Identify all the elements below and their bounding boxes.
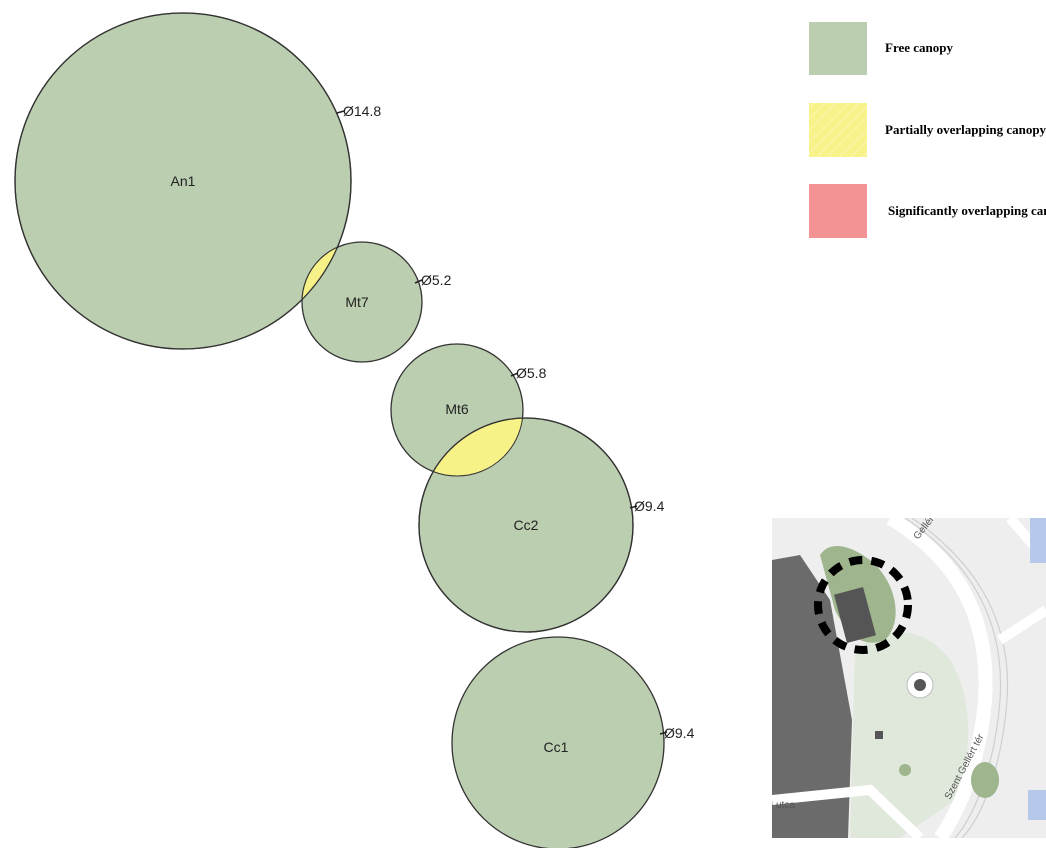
legend-label-significant: Significantly overlapping canopy xyxy=(888,203,1046,218)
canopy-mt7 xyxy=(301,241,423,363)
map-label-bottom: utca xyxy=(776,800,795,811)
legend-swatch-significant xyxy=(809,184,867,238)
tree-label-an1: An1 xyxy=(171,173,196,189)
legend-swatch-free xyxy=(809,22,867,75)
legend-swatch-partial xyxy=(809,103,867,157)
tree-label-mt6: Mt6 xyxy=(445,401,469,417)
diameter-cc2: Ø9.4 xyxy=(634,498,665,514)
legend-label-partial: Partially overlapping canopy xyxy=(885,122,1046,137)
location-marker-icon xyxy=(814,556,912,654)
canopy-cc1 xyxy=(451,636,665,848)
canopy-circles xyxy=(14,12,665,848)
diameter-cc1: Ø9.4 xyxy=(664,725,695,741)
legend: Free canopy Partially overlapping canopy… xyxy=(809,22,1046,238)
tree-label-mt7: Mt7 xyxy=(345,294,369,310)
location-map: Gellért tér Szent Gellért tér utca xyxy=(772,518,1046,838)
diameter-mt6: Ø5.8 xyxy=(516,365,547,381)
diameter-an1: Ø14.8 xyxy=(343,103,381,119)
tree-labels: An1 Mt7 Mt6 Cc2 Cc1 xyxy=(171,173,569,755)
legend-label-free: Free canopy xyxy=(885,40,953,55)
tree-label-cc2: Cc2 xyxy=(514,517,539,533)
diameter-mt7: Ø5.2 xyxy=(421,272,452,288)
diameter-labels: Ø14.8 Ø5.2 Ø5.8 Ø9.4 Ø9.4 xyxy=(336,103,695,741)
tree-label-cc1: Cc1 xyxy=(544,739,569,755)
